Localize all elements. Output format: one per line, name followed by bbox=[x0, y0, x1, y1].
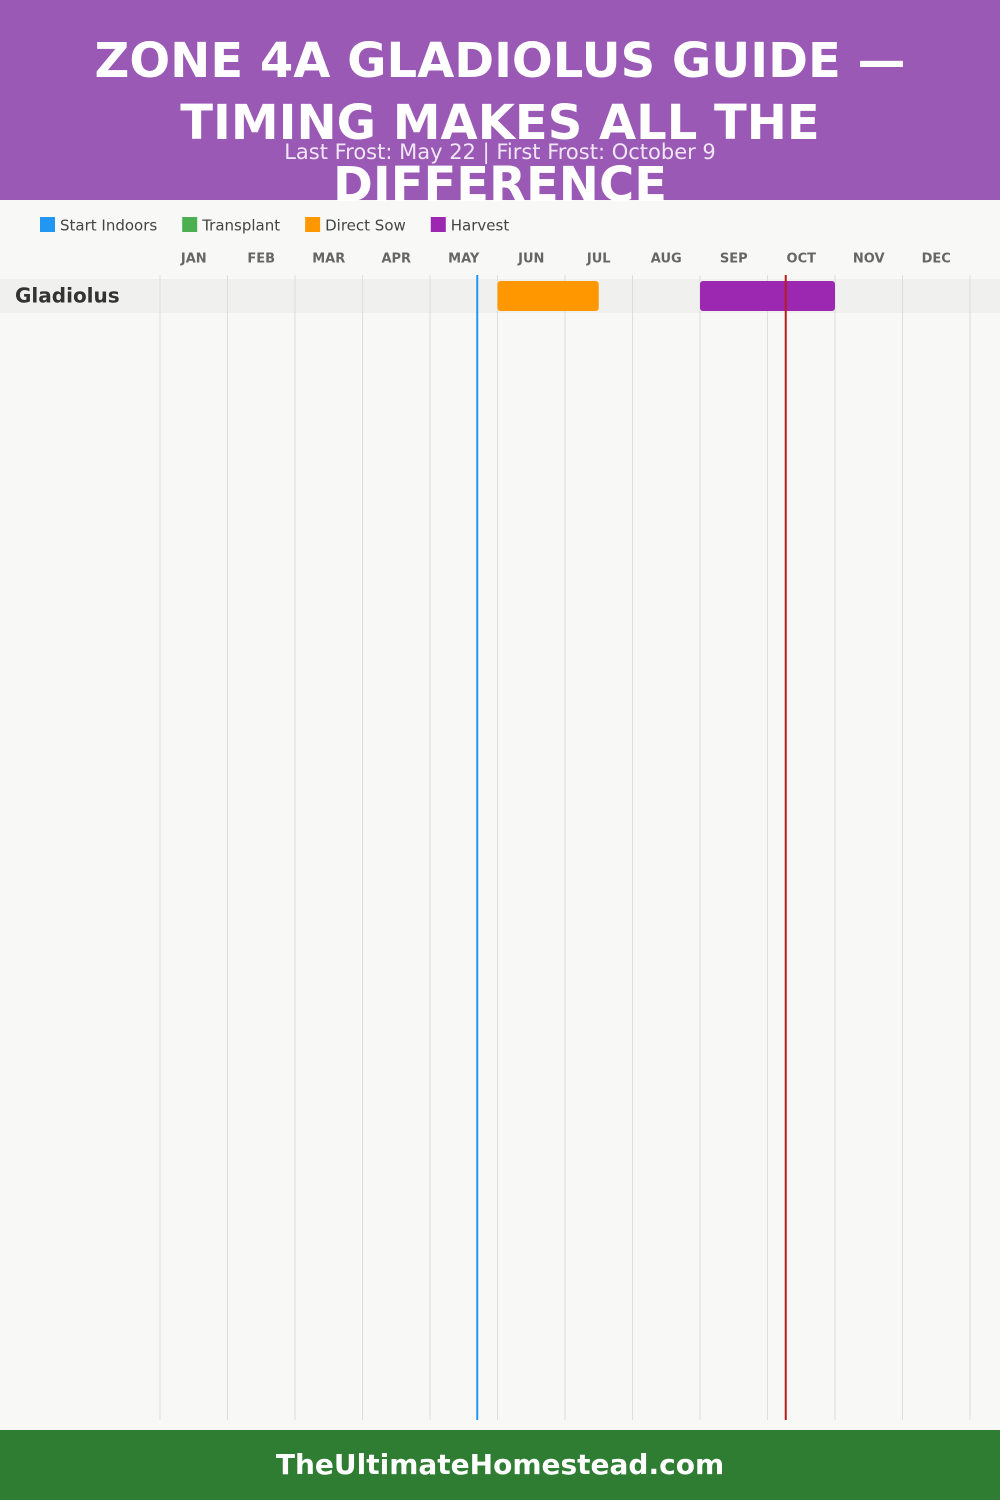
legend-swatch bbox=[430, 217, 446, 232]
month-label: JAN bbox=[180, 252, 207, 267]
legend-label: Direct Sow bbox=[325, 217, 406, 235]
bar bbox=[497, 281, 599, 311]
legend-label: Harvest bbox=[451, 217, 510, 235]
month-label: JUL bbox=[586, 252, 611, 267]
month-label: NOV bbox=[853, 252, 885, 267]
month-label: MAY bbox=[448, 252, 480, 267]
month-label: SEP bbox=[720, 252, 748, 267]
month-label: AUG bbox=[651, 252, 682, 267]
bar bbox=[700, 281, 835, 311]
legend-swatch bbox=[305, 217, 321, 232]
month-label: DEC bbox=[922, 252, 951, 267]
legend-label: Transplant bbox=[201, 217, 280, 235]
row-label: Gladiolus bbox=[15, 284, 120, 308]
legend-label: Start Indoors bbox=[60, 217, 157, 235]
month-label: OCT bbox=[787, 252, 817, 267]
legend-swatch bbox=[40, 217, 55, 232]
month-label: FEB bbox=[247, 252, 275, 267]
legend-swatch bbox=[182, 217, 198, 232]
chart: Start Indoors Transplant Direct Sow Harvest… bbox=[0, 217, 1000, 1420]
chart-subtitle: Last Frost: May 22 | First Frost: Octobe… bbox=[284, 140, 716, 164]
chart-title: ZONE 4A GLADIOLUS GUIDE — TIMING MAKES A… bbox=[94, 33, 906, 213]
header: ZONE 4A GLADIOLUS GUIDE — TIMING MAKES A… bbox=[0, 0, 1000, 213]
month-label: JUN bbox=[517, 252, 544, 267]
month-label: APR bbox=[381, 252, 411, 267]
footer: TheUltimateHomestead.com bbox=[0, 1430, 1000, 1500]
month-label: MAR bbox=[312, 252, 345, 267]
